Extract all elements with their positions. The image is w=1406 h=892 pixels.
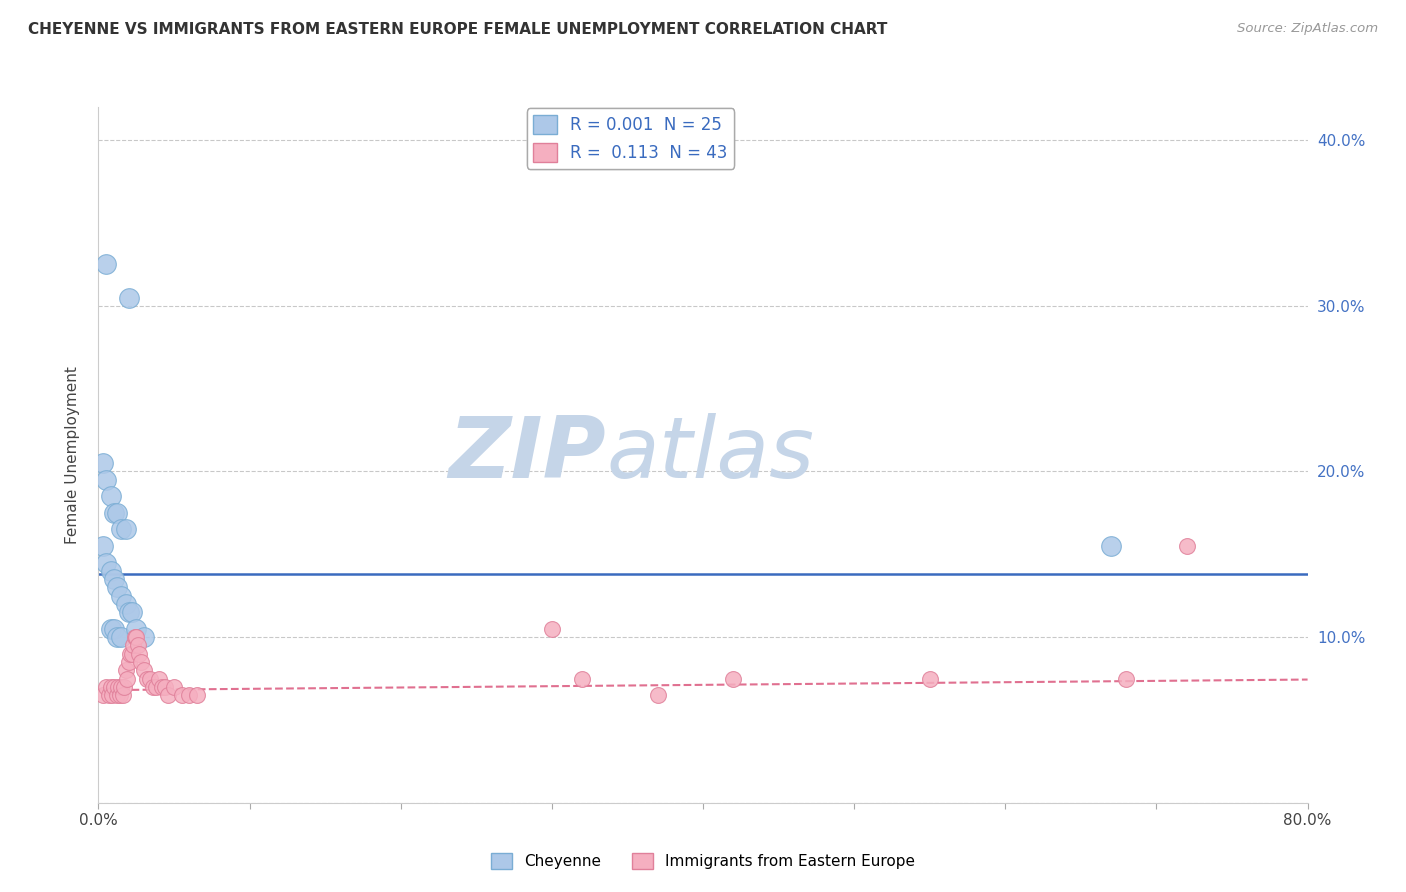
Point [132, 630, 155, 644]
Point [139, 672, 162, 686]
Point [111, 688, 134, 702]
Point [121, 647, 143, 661]
Point [122, 639, 145, 653]
Point [103, 572, 125, 586]
Point [118, 605, 141, 619]
Point [110, 523, 132, 537]
Point [723, 672, 745, 686]
Point [91, 539, 114, 553]
Legend: R = 0.001  N = 25, R =  0.113  N = 43: R = 0.001 N = 25, R = 0.113 N = 43 [527, 109, 734, 169]
Point [100, 622, 122, 636]
Point [103, 622, 125, 636]
Point [105, 581, 128, 595]
Point [103, 680, 125, 694]
Point [115, 672, 138, 686]
Point [100, 680, 122, 694]
Text: CHEYENNE VS IMMIGRANTS FROM EASTERN EUROPE FEMALE UNEMPLOYMENT CORRELATION CHART: CHEYENNE VS IMMIGRANTS FROM EASTERN EURO… [28, 22, 887, 37]
Point [153, 680, 176, 694]
Point [94, 257, 117, 271]
Point [94, 680, 117, 694]
Point [105, 688, 128, 702]
Point [105, 630, 128, 644]
Point [107, 680, 129, 694]
Text: ZIP: ZIP [449, 413, 606, 497]
Point [91, 688, 114, 702]
Point [150, 680, 173, 694]
Point [186, 688, 208, 702]
Point [110, 680, 132, 694]
Point [125, 622, 148, 636]
Point [647, 688, 669, 702]
Point [163, 680, 186, 694]
Point [98, 688, 121, 702]
Point [118, 291, 141, 305]
Point [540, 622, 562, 636]
Point [114, 663, 136, 677]
Point [110, 589, 132, 603]
Point [125, 630, 148, 644]
Text: Source: ZipAtlas.com: Source: ZipAtlas.com [1237, 22, 1378, 36]
Point [100, 564, 122, 578]
Point [170, 688, 193, 702]
Point [145, 680, 167, 694]
Point [571, 672, 593, 686]
Point [1175, 539, 1198, 553]
Point [105, 506, 128, 520]
Point [179, 688, 201, 702]
Point [1115, 672, 1137, 686]
Point [94, 473, 117, 487]
Text: atlas: atlas [606, 413, 814, 497]
Point [129, 655, 152, 669]
Point [100, 489, 122, 503]
Point [103, 506, 125, 520]
Point [1099, 539, 1122, 553]
Point [91, 456, 114, 470]
Point [118, 655, 141, 669]
Point [124, 630, 146, 644]
Point [156, 688, 179, 702]
Point [132, 663, 155, 677]
Point [127, 639, 149, 653]
Point [918, 672, 941, 686]
Point [135, 672, 157, 686]
Point [101, 688, 124, 702]
Point [148, 672, 170, 686]
Legend: Cheyenne, Immigrants from Eastern Europe: Cheyenne, Immigrants from Eastern Europe [485, 847, 921, 875]
Point [108, 688, 131, 702]
Point [110, 630, 132, 644]
Point [94, 556, 117, 570]
Point [142, 680, 165, 694]
Y-axis label: Female Unemployment: Female Unemployment [65, 366, 80, 544]
Point [112, 680, 135, 694]
Point [114, 597, 136, 611]
Point [128, 647, 150, 661]
Point [114, 523, 136, 537]
Point [120, 647, 142, 661]
Point [121, 605, 143, 619]
